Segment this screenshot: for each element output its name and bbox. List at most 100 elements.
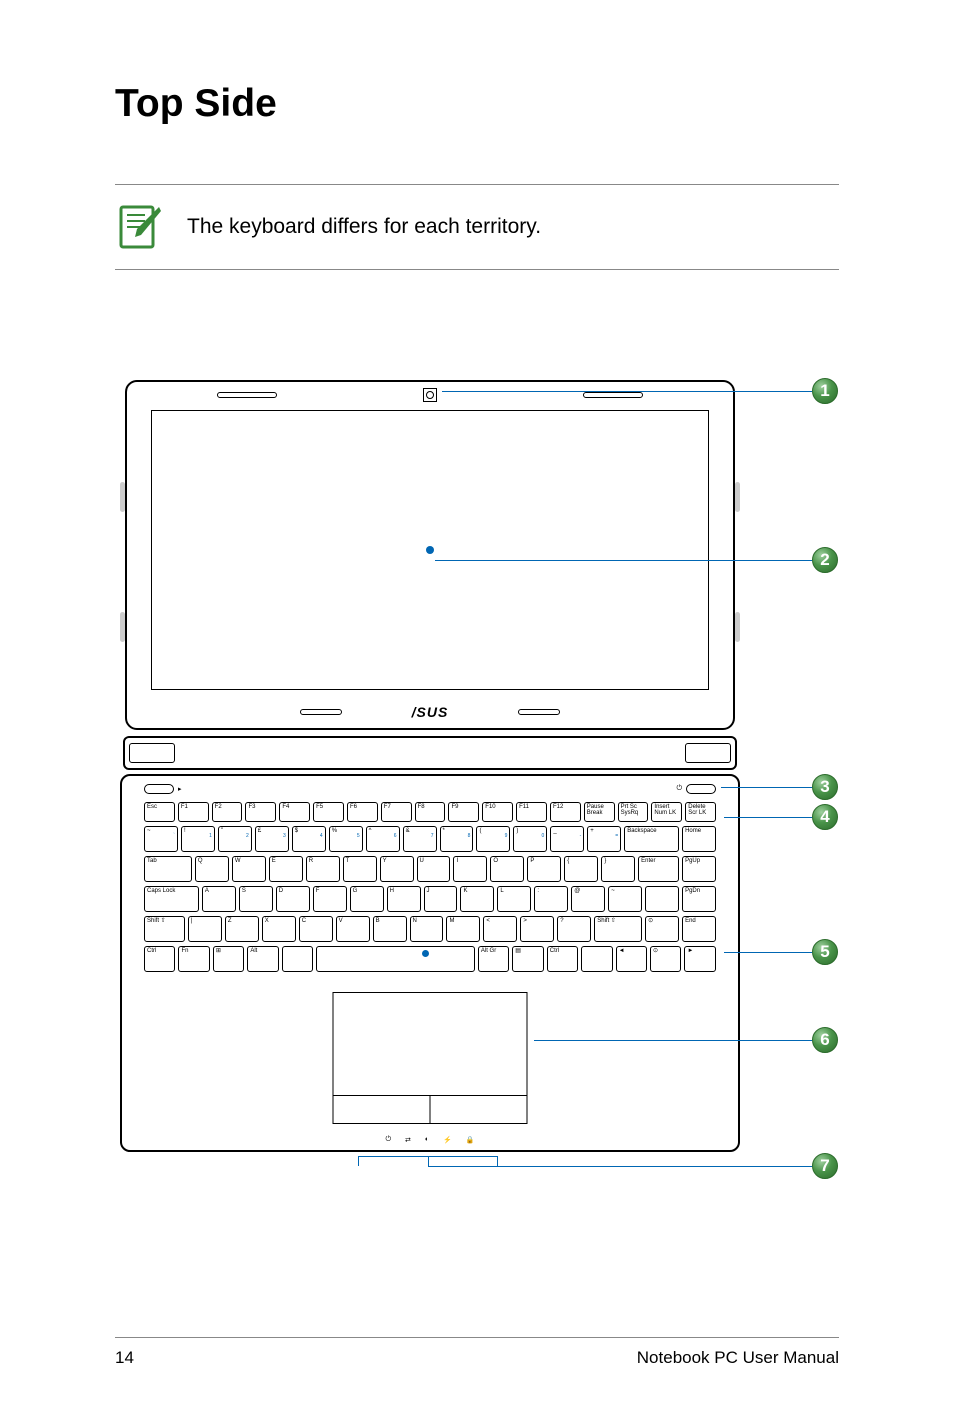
status-icon: ◐ (425, 1136, 429, 1144)
laptop-lid: /SUS (125, 380, 735, 730)
key: F12 (550, 802, 581, 822)
key: &7 (403, 826, 437, 852)
key: ~ (608, 886, 642, 912)
key: R (306, 856, 340, 882)
keyboard: EscF1F2F3F4F5F6F7F8F9F10F11F12Pause Brea… (144, 802, 716, 988)
display-screen (151, 410, 709, 690)
power-button (686, 784, 716, 794)
key: L (497, 886, 531, 912)
key: End (682, 916, 716, 942)
key: V (336, 916, 370, 942)
key: F9 (448, 802, 479, 822)
key: ^6 (366, 826, 400, 852)
key: P (527, 856, 561, 882)
key: F3 (245, 802, 276, 822)
key: PgDn (682, 886, 716, 912)
key: < (483, 916, 517, 942)
key: F10 (482, 802, 513, 822)
key (316, 946, 475, 972)
key: ⊞ (213, 946, 244, 972)
key: (9 (476, 826, 510, 852)
key: Z (225, 916, 259, 942)
key: ⊙ (650, 946, 681, 972)
key: M (446, 916, 480, 942)
key: | (188, 916, 222, 942)
key: PgUp (682, 856, 716, 882)
key: F8 (415, 802, 446, 822)
key: £3 (255, 826, 289, 852)
key: "2 (218, 826, 252, 852)
key: C (299, 916, 333, 942)
callout-7: 7 (812, 1153, 838, 1179)
key: G (350, 886, 384, 912)
note-box: The keyboard differs for each territory. (115, 184, 839, 270)
key: Caps Lock (144, 886, 199, 912)
callout-4: 4 (812, 804, 838, 830)
key: E (269, 856, 303, 882)
key: $4 (292, 826, 326, 852)
brand-logo: /SUS (412, 704, 449, 720)
key: _- (550, 826, 584, 852)
page-number: 14 (115, 1348, 134, 1368)
note-icon (115, 203, 163, 251)
key: Shift ⇧ (144, 916, 185, 942)
key: } (601, 856, 635, 882)
callout-3: 3 (812, 774, 838, 800)
callout-1: 1 (812, 378, 838, 404)
key (645, 886, 679, 912)
key: Esc (144, 802, 175, 822)
key: F11 (516, 802, 547, 822)
key: F1 (178, 802, 209, 822)
key: Q (195, 856, 229, 882)
key: F4 (279, 802, 310, 822)
status-indicators: ⏻⇄◐⚡🔒 (385, 1136, 474, 1144)
key: )0 (513, 826, 547, 852)
key: ► (684, 946, 715, 972)
key: F7 (381, 802, 412, 822)
laptop-diagram: /SUS ▸ ⏻ (120, 380, 843, 1150)
left-switch (144, 784, 174, 794)
key: Prt Sc SysRq (618, 802, 649, 822)
key: Pause Break (584, 802, 615, 822)
key: ◄ (616, 946, 647, 972)
key: X (262, 916, 296, 942)
key: += (587, 826, 621, 852)
key: Delete Scr LK (685, 802, 716, 822)
key: Shift ⇧ (594, 916, 642, 942)
key: A (202, 886, 236, 912)
key: J (424, 886, 458, 912)
key: { (564, 856, 598, 882)
status-icon: 🔒 (466, 1136, 475, 1144)
key: Tab (144, 856, 192, 882)
key: Alt Gr (478, 946, 509, 972)
key: B (373, 916, 407, 942)
key: F6 (347, 802, 378, 822)
key: Enter (638, 856, 679, 882)
key: O (490, 856, 524, 882)
key: @ (571, 886, 605, 912)
key: Insert Num LK (651, 802, 682, 822)
callout-5: 5 (812, 939, 838, 965)
webcam-icon (423, 388, 437, 402)
key: W (232, 856, 266, 882)
key: H (387, 886, 421, 912)
key: Alt (247, 946, 278, 972)
status-icon: ⚡ (443, 1136, 452, 1144)
key: F (313, 886, 347, 912)
touchpad (333, 992, 528, 1124)
key: : (534, 886, 568, 912)
key: Ctrl (144, 946, 175, 972)
page-footer: 14 Notebook PC User Manual (115, 1337, 839, 1368)
key: *8 (440, 826, 474, 852)
note-text: The keyboard differs for each territory. (187, 215, 541, 239)
key (282, 946, 313, 972)
status-icon: ⏻ (385, 1136, 391, 1144)
callout-2: 2 (812, 547, 838, 573)
key: ⊙ (645, 916, 679, 942)
key: %5 (329, 826, 363, 852)
key (581, 946, 612, 972)
key: T (343, 856, 377, 882)
hinge (123, 736, 737, 770)
key: F2 (212, 802, 243, 822)
key: !1 (181, 826, 215, 852)
